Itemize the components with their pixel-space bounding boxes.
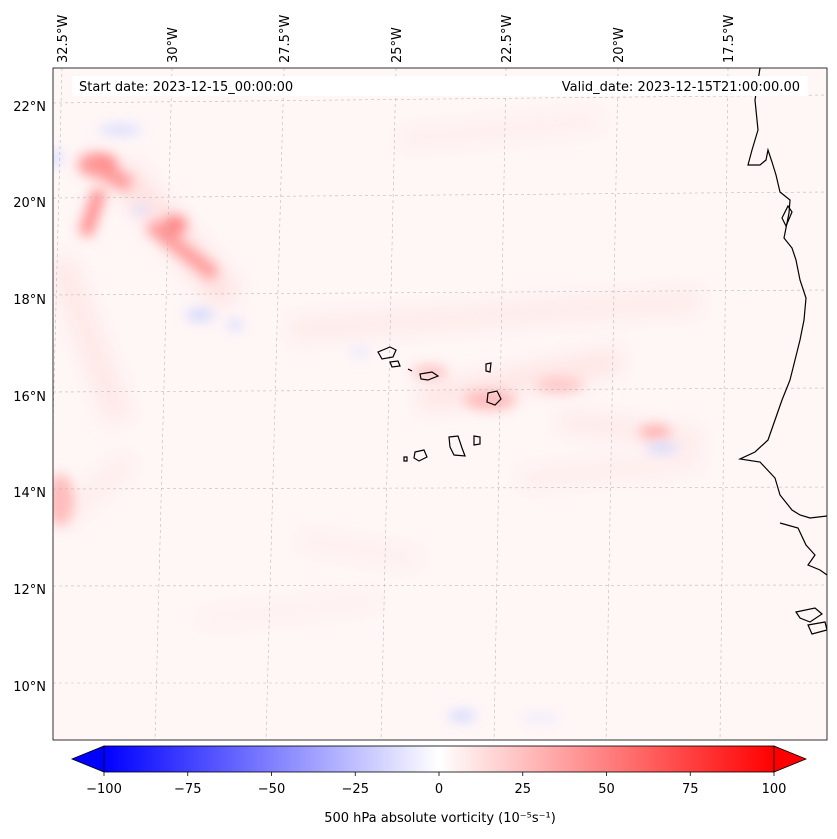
lat-label: 14°N <box>13 486 46 501</box>
lon-label: 17.5°W <box>722 15 737 63</box>
colorbar-tick-label: 100 <box>762 782 787 797</box>
colorbar-tick-label: −25 <box>342 782 369 797</box>
colorbar-tick-label: 25 <box>514 782 531 797</box>
latitude-labels: 22°N 20°N 18°N 16°N 14°N 12°N 10°N <box>13 100 46 695</box>
lat-label: 20°N <box>13 196 46 211</box>
lat-label: 22°N <box>13 100 46 115</box>
lon-label: 27.5°W <box>278 15 293 63</box>
lon-label: 20°W <box>612 27 627 63</box>
colorbar-tick-label: −50 <box>258 782 285 797</box>
colorbar: −100 −75 −50 −25 0 25 50 75 100 500 hPa absolute… <box>70 745 808 826</box>
colorbar-max-extend <box>773 745 808 773</box>
cape-verde-islands <box>377 346 502 462</box>
lon-label: 32.5°W <box>56 15 71 63</box>
colorbar-bar <box>103 745 775 773</box>
colorbar-ticks <box>103 772 775 776</box>
lat-label: 16°N <box>13 390 46 405</box>
colorbar-tick-labels: −100 −75 −50 −25 0 25 50 75 100 <box>86 782 786 797</box>
map-panel: Start date: 2023-12-15_00:00:00 Valid_da… <box>52 67 828 741</box>
vorticity-field <box>53 111 702 722</box>
colorbar-tick-label: 50 <box>598 782 615 797</box>
lat-label: 18°N <box>13 293 46 308</box>
valid-date-label: Valid_date: 2023-12-15T21:00:00.00 <box>562 80 800 95</box>
lon-label: 30°W <box>166 27 181 63</box>
map-frame <box>52 67 828 741</box>
colorbar-tick-label: 0 <box>435 782 443 797</box>
longitude-labels: 32.5°W 30°W 27.5°W 25°W 22.5°W 20°W 17.5… <box>56 15 737 63</box>
lat-label: 10°N <box>13 680 46 695</box>
colorbar-label: 500 hPa absolute vorticity (10⁻⁵s⁻¹) <box>324 811 556 826</box>
lat-label: 12°N <box>13 583 46 598</box>
colorbar-min-extend <box>70 745 105 773</box>
graticule <box>53 68 827 740</box>
colorbar-tick-label: −75 <box>174 782 201 797</box>
lon-label: 25°W <box>390 27 405 63</box>
colorbar-tick-label: −100 <box>86 782 122 797</box>
lon-label: 22.5°W <box>500 15 515 63</box>
coastline <box>737 68 827 635</box>
colorbar-tick-label: 75 <box>682 782 699 797</box>
start-date-label: Start date: 2023-12-15_00:00:00 <box>79 80 293 95</box>
header-box <box>72 76 808 96</box>
